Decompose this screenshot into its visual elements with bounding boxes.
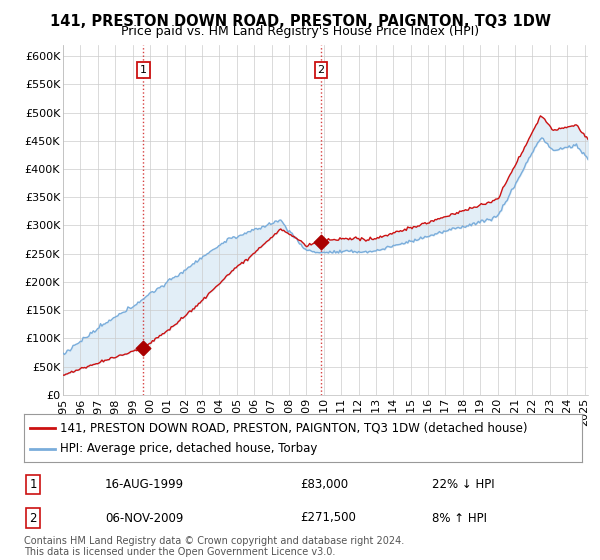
Point: [316, 237, 326, 246]
Text: 16-AUG-1999: 16-AUG-1999: [105, 478, 184, 491]
Text: 2: 2: [29, 511, 37, 525]
Text: HPI: Average price, detached house, Torbay: HPI: Average price, detached house, Torb…: [60, 442, 317, 455]
Text: 141, PRESTON DOWN ROAD, PRESTON, PAIGNTON, TQ3 1DW (detached house): 141, PRESTON DOWN ROAD, PRESTON, PAIGNTO…: [60, 421, 528, 434]
Text: Contains HM Land Registry data © Crown copyright and database right 2024.
This d: Contains HM Land Registry data © Crown c…: [24, 535, 404, 557]
Text: 22% ↓ HPI: 22% ↓ HPI: [432, 478, 494, 491]
Text: £271,500: £271,500: [300, 511, 356, 525]
Text: 1: 1: [140, 65, 147, 75]
Point: [139, 343, 148, 352]
Text: 8% ↑ HPI: 8% ↑ HPI: [432, 511, 487, 525]
Text: 2: 2: [317, 65, 325, 75]
Text: 141, PRESTON DOWN ROAD, PRESTON, PAIGNTON, TQ3 1DW: 141, PRESTON DOWN ROAD, PRESTON, PAIGNTO…: [49, 14, 551, 29]
Text: Price paid vs. HM Land Registry's House Price Index (HPI): Price paid vs. HM Land Registry's House …: [121, 25, 479, 38]
Text: 1: 1: [29, 478, 37, 491]
Text: £83,000: £83,000: [300, 478, 348, 491]
Text: 06-NOV-2009: 06-NOV-2009: [105, 511, 184, 525]
